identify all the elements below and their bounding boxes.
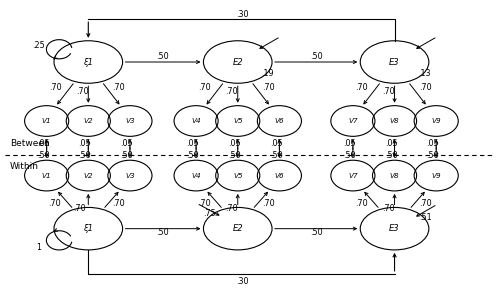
Text: .75: .75: [204, 209, 216, 219]
Text: .70: .70: [419, 199, 432, 208]
Text: .50: .50: [78, 151, 91, 160]
Text: .70: .70: [225, 87, 237, 96]
Text: V5: V5: [233, 172, 242, 178]
Text: .25: .25: [32, 41, 44, 50]
Text: .70: .70: [262, 199, 274, 208]
Text: .50: .50: [310, 52, 322, 61]
Text: .70: .70: [419, 82, 432, 92]
Text: .50: .50: [426, 151, 439, 160]
Text: .70: .70: [225, 203, 237, 213]
Text: E3: E3: [389, 57, 400, 67]
Text: V8: V8: [390, 118, 400, 124]
Text: .30: .30: [236, 10, 249, 19]
Text: .70: .70: [356, 199, 368, 208]
Text: .50: .50: [156, 228, 169, 237]
Text: 1: 1: [36, 243, 41, 252]
Text: V7: V7: [348, 172, 358, 178]
Text: V6: V6: [274, 172, 284, 178]
Text: .70: .70: [112, 82, 125, 92]
Text: V2: V2: [84, 172, 93, 178]
Text: .70: .70: [49, 82, 62, 92]
Text: .70: .70: [112, 199, 125, 208]
Text: .50: .50: [310, 228, 322, 237]
Text: .50: .50: [186, 151, 199, 160]
Text: V4: V4: [192, 172, 201, 178]
Text: .70: .70: [356, 82, 368, 92]
Text: ξ1: ξ1: [84, 224, 94, 233]
Text: .05: .05: [343, 139, 356, 147]
Text: .50: .50: [385, 151, 398, 160]
Text: .05: .05: [228, 139, 240, 147]
Text: V1: V1: [42, 172, 51, 178]
Text: .51: .51: [419, 213, 432, 222]
Text: .05: .05: [120, 139, 133, 147]
Text: V9: V9: [432, 118, 441, 124]
Text: E2: E2: [232, 224, 243, 233]
Text: E3: E3: [389, 224, 400, 233]
Text: .50: .50: [343, 151, 356, 160]
Text: .05: .05: [426, 139, 439, 147]
Text: .70: .70: [73, 203, 86, 213]
Text: V9: V9: [432, 172, 441, 178]
Text: V2: V2: [84, 118, 93, 124]
Text: .50: .50: [120, 151, 133, 160]
Text: .19: .19: [261, 69, 274, 78]
Text: .50: .50: [156, 52, 169, 61]
Text: .05: .05: [385, 139, 398, 147]
Text: .70: .70: [382, 87, 394, 96]
Text: Within: Within: [10, 162, 39, 171]
Text: V6: V6: [274, 118, 284, 124]
Text: V3: V3: [125, 118, 135, 124]
Text: .70: .70: [198, 199, 211, 208]
Text: .70: .70: [76, 87, 88, 96]
Text: V5: V5: [233, 118, 242, 124]
Text: ξ1: ξ1: [84, 57, 94, 67]
Text: V4: V4: [192, 118, 201, 124]
Text: .05: .05: [270, 139, 282, 147]
Text: .13: .13: [418, 69, 430, 78]
Text: V7: V7: [348, 118, 358, 124]
Text: .30: .30: [236, 277, 249, 286]
Text: .70: .70: [198, 82, 211, 92]
Text: .70: .70: [262, 82, 274, 92]
Text: E2: E2: [232, 57, 243, 67]
Text: .70: .70: [48, 199, 60, 208]
Text: .50: .50: [228, 151, 240, 160]
Text: .05: .05: [186, 139, 199, 147]
Text: V8: V8: [390, 172, 400, 178]
Text: V3: V3: [125, 172, 135, 178]
Text: .70: .70: [382, 203, 394, 213]
Text: .05: .05: [37, 139, 50, 147]
Text: V1: V1: [42, 118, 51, 124]
Text: .50: .50: [270, 151, 282, 160]
Text: .50: .50: [37, 151, 50, 160]
Text: Between: Between: [10, 138, 50, 147]
Text: .05: .05: [78, 139, 91, 147]
